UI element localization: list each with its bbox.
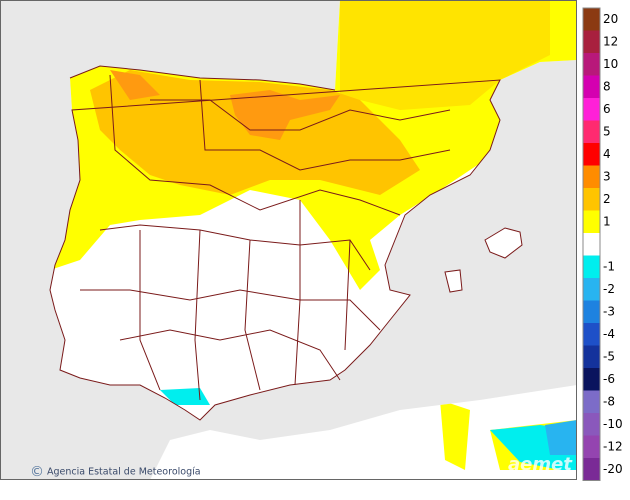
legend-label: -20	[603, 462, 623, 476]
legend-swatch	[583, 8, 600, 31]
legend-swatch	[583, 143, 600, 166]
legend-swatch	[583, 413, 600, 436]
legend-swatch	[583, 368, 600, 391]
legend-label: -5	[603, 349, 615, 363]
legend-label: -4	[603, 327, 615, 341]
legend-swatch	[583, 458, 600, 481]
copyright-icon: ©	[30, 464, 44, 480]
legend-swatch	[583, 255, 600, 278]
legend-swatch	[583, 345, 600, 368]
logo: aemet	[508, 454, 573, 475]
legend-label: -2	[603, 282, 615, 296]
legend-swatch	[583, 165, 600, 188]
map-frame	[0, 0, 577, 480]
legend-label: -3	[603, 304, 615, 318]
legend-swatch	[583, 323, 600, 346]
legend-label: 5	[603, 124, 611, 138]
legend-label: -10	[603, 417, 623, 431]
legend-swatch	[583, 53, 600, 76]
legend-swatch	[583, 120, 600, 143]
legend-swatch	[583, 210, 600, 233]
legend-label: 4	[603, 147, 611, 161]
legend-swatch	[583, 75, 600, 98]
legend-label: -12	[603, 439, 623, 453]
legend-swatch	[583, 300, 600, 323]
credit: Agencia Estatal de Meteorología	[47, 467, 201, 478]
legend-swatch	[583, 278, 600, 301]
legend-label: 2	[603, 192, 611, 206]
legend-label: 8	[603, 79, 611, 93]
legend-label: 3	[603, 169, 611, 183]
legend-label: 1	[603, 214, 611, 228]
legend-label: -6	[603, 372, 615, 386]
province-borders	[80, 74, 451, 401]
legend-label: 6	[603, 102, 611, 116]
legend-label: 10	[603, 57, 618, 71]
legend-label: 12	[603, 34, 618, 48]
legend-swatch	[583, 30, 600, 53]
legend-swatch	[583, 188, 600, 211]
colorbar: 20 12 10 8 6 5 4 3 2 1 -1 -2 -3 -4 -5 -6 -8 -10 -12 -20	[582, 7, 623, 481]
legend-swatch	[583, 98, 600, 121]
legend-label: -8	[603, 394, 615, 408]
legend-label: -1	[603, 259, 615, 273]
legend-swatch	[583, 390, 600, 413]
colorbar-frame	[582, 7, 601, 481]
legend-label: 20	[603, 12, 618, 26]
coastline	[49, 65, 523, 421]
legend-swatch	[583, 435, 600, 458]
